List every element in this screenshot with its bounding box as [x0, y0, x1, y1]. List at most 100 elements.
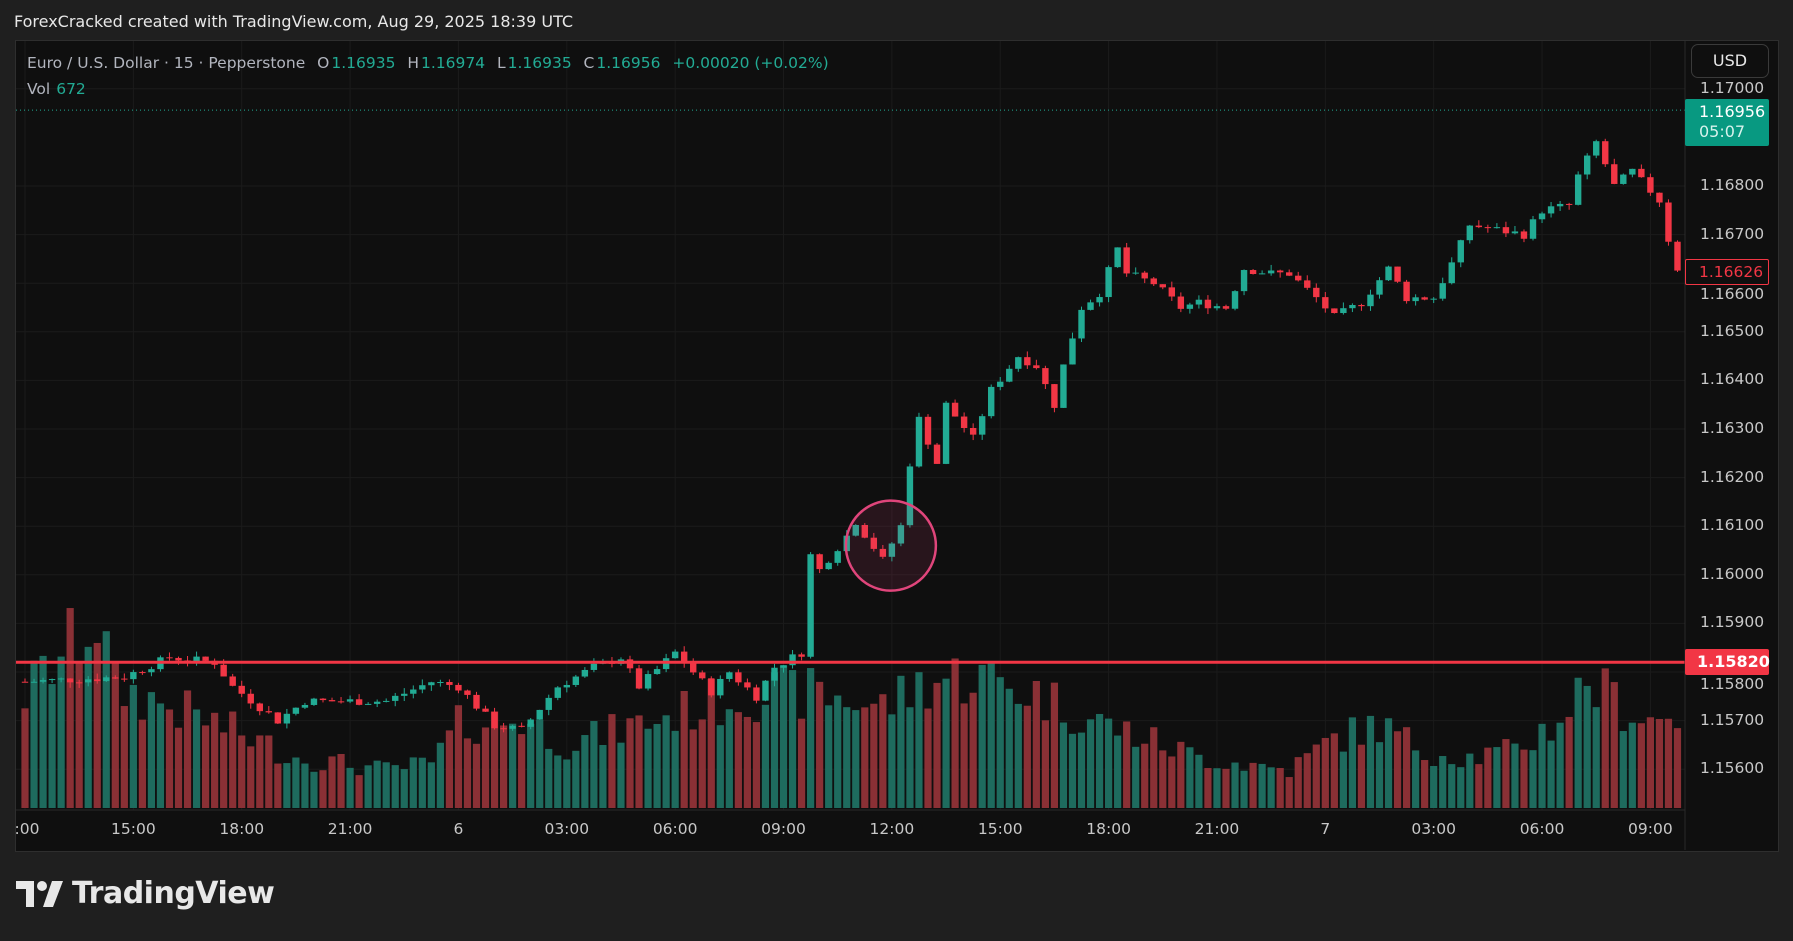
candle-body — [229, 676, 236, 686]
volume-bar — [1285, 777, 1293, 808]
volume-bar — [1330, 733, 1338, 808]
volume-bar — [1628, 722, 1636, 808]
candle-body — [906, 466, 914, 526]
candle-body — [1629, 168, 1636, 175]
candle-body — [563, 684, 570, 688]
volume-bar — [1448, 764, 1456, 808]
time-tick-label: 09:00 — [1628, 820, 1673, 838]
volume-bar — [463, 738, 472, 808]
volume-bar — [644, 728, 652, 808]
candle-body — [590, 663, 598, 670]
volume-bar — [1240, 770, 1248, 808]
candle-body — [419, 685, 426, 690]
candle-body — [1638, 168, 1645, 178]
candle-body — [220, 664, 227, 677]
candle-body — [1304, 280, 1311, 288]
volume-bar — [481, 727, 490, 808]
candle-body — [1565, 203, 1573, 205]
volume-bar — [843, 707, 851, 808]
volume-bar — [1348, 717, 1357, 808]
candle-body — [1114, 247, 1121, 268]
symbol-name[interactable]: Euro / U.S. Dollar · 15 · Pepperstone — [27, 54, 306, 72]
volume-bar — [1412, 750, 1420, 808]
volume-bar — [93, 642, 101, 808]
candle-body — [915, 416, 923, 467]
volume-bar — [572, 750, 580, 808]
candle-body — [1511, 231, 1519, 234]
candle-body — [816, 554, 823, 570]
volume-bar — [1366, 715, 1375, 808]
volume-bar — [1574, 677, 1582, 808]
volume-bar — [1059, 722, 1068, 808]
tradingview-logo[interactable]: TradingView — [16, 876, 275, 911]
candle-body — [951, 402, 959, 417]
volume-label: Vol — [27, 80, 51, 98]
time-tick-label: 09:00 — [761, 820, 806, 838]
volume-bar — [1547, 740, 1555, 808]
volume-bar — [21, 708, 29, 808]
time-tick-label: 06:00 — [652, 820, 698, 838]
candle-body — [798, 654, 805, 657]
candle-body — [789, 654, 796, 666]
candle-body — [473, 694, 480, 709]
candle-body — [1376, 280, 1383, 295]
volume-bar — [1610, 682, 1618, 808]
candle-body — [446, 682, 453, 685]
candle-body — [392, 695, 399, 701]
highlight-circle[interactable] — [844, 499, 938, 592]
candle-body — [328, 700, 336, 702]
volume-bar — [247, 746, 255, 808]
candle-body — [1240, 270, 1248, 292]
candle-body — [103, 677, 110, 682]
candle-body — [1213, 306, 1221, 309]
candle-body — [130, 672, 137, 680]
volume-bar — [1303, 753, 1311, 808]
volume-bar — [1637, 723, 1645, 808]
volume-bar — [716, 725, 724, 808]
candle-body — [1412, 297, 1419, 302]
volume-bar — [1556, 722, 1564, 808]
open-label: O — [317, 54, 330, 72]
volume-bar — [536, 719, 544, 808]
price-tick-label: 1.15600 — [1700, 759, 1765, 777]
candle-body — [1656, 192, 1663, 203]
candle-body — [75, 682, 83, 684]
candle-body — [879, 548, 887, 557]
candle-body — [410, 689, 417, 694]
volume-bar — [48, 684, 56, 808]
candle-body — [1186, 304, 1194, 309]
volume-bar — [211, 712, 219, 808]
candle-body — [870, 537, 878, 549]
volume-bar — [1484, 747, 1492, 808]
candle-body — [1078, 309, 1085, 339]
volume-bar — [1276, 768, 1284, 808]
volume-bar — [1123, 721, 1131, 808]
candle-body — [202, 656, 209, 661]
candle-body — [247, 693, 254, 704]
price-tick-label: 1.17000 — [1700, 79, 1765, 97]
time-tick-label: 18:00 — [1086, 820, 1131, 838]
candle-body — [825, 562, 832, 570]
currency-button[interactable]: USD — [1691, 44, 1769, 78]
volume-bar — [409, 757, 417, 808]
volume-bar — [1150, 727, 1158, 808]
volume-bar — [825, 705, 833, 808]
candle-body — [1457, 240, 1464, 263]
volume-bar — [779, 665, 788, 808]
candle-body — [1222, 306, 1230, 309]
volume-bar — [1168, 756, 1176, 808]
volume-bar — [1655, 719, 1664, 808]
candle-body — [464, 690, 471, 695]
volume-bar — [192, 709, 201, 808]
volume-bar — [454, 705, 463, 808]
candle-body — [997, 381, 1004, 387]
candle-body — [1520, 231, 1528, 239]
volume-bar — [1114, 735, 1122, 808]
volume-bar — [1005, 688, 1013, 808]
volume-bar — [1159, 750, 1167, 808]
volume-bar — [57, 656, 65, 808]
candle-body — [726, 672, 733, 679]
candle-body — [94, 679, 101, 682]
chart-pane[interactable] — [15, 40, 1779, 852]
